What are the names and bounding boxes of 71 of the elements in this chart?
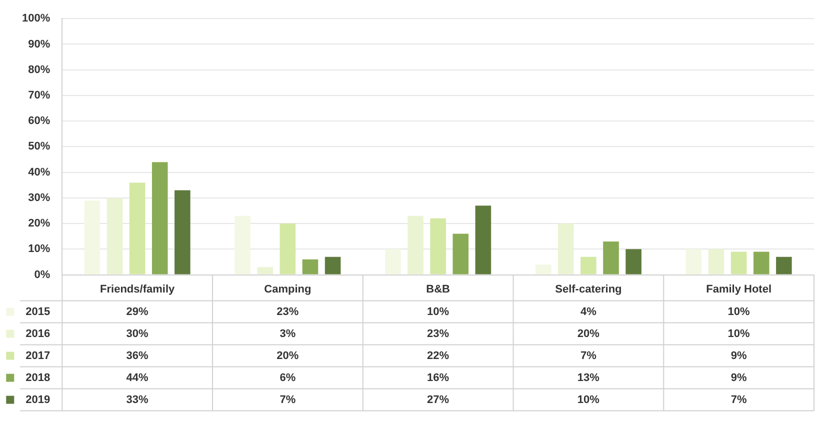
bar xyxy=(129,182,146,274)
bar xyxy=(408,216,424,274)
x-tick-label: B&B xyxy=(426,283,450,296)
data-label: 23% xyxy=(276,306,299,318)
y-tick-label: 90% xyxy=(28,38,50,50)
legend-label: 2019 xyxy=(26,394,50,406)
bar xyxy=(708,249,724,274)
bar xyxy=(106,198,123,274)
bar xyxy=(603,241,619,274)
bar xyxy=(174,190,190,274)
data-label: 9% xyxy=(730,372,747,384)
x-tick-label: Camping xyxy=(264,283,312,296)
data-label: 44% xyxy=(126,372,149,384)
data-label: 20% xyxy=(577,328,600,340)
bar xyxy=(280,224,296,274)
bar xyxy=(558,224,574,274)
y-tick-label: 20% xyxy=(28,218,50,230)
bar xyxy=(324,256,341,274)
data-label: 10% xyxy=(577,394,600,406)
y-tick-label: 70% xyxy=(28,89,50,102)
data-label: 29% xyxy=(126,306,149,318)
legend-label: 2017 xyxy=(26,350,50,362)
bar xyxy=(626,249,642,274)
bar xyxy=(152,162,168,274)
data-label: 6% xyxy=(280,372,296,384)
y-tick-label: 40% xyxy=(28,166,50,178)
data-label: 7% xyxy=(730,394,747,406)
legend-label: 2018 xyxy=(26,372,50,384)
data-label: 4% xyxy=(580,306,597,318)
y-tick-label: 60% xyxy=(28,115,50,128)
data-label: 10% xyxy=(728,328,750,340)
bar xyxy=(430,218,446,274)
bar xyxy=(580,256,596,274)
y-tick-label: 10% xyxy=(28,243,50,256)
data-label: 3% xyxy=(280,328,296,340)
data-label: 27% xyxy=(427,394,450,406)
y-tick-label: 50% xyxy=(28,140,50,153)
data-label: 23% xyxy=(427,328,450,340)
bar xyxy=(234,216,250,274)
data-label: 7% xyxy=(280,394,296,406)
x-tick-label: Self-catering xyxy=(555,283,622,296)
y-tick-label: 30% xyxy=(28,192,50,204)
bar xyxy=(475,206,492,274)
bar xyxy=(452,234,469,274)
data-label: 16% xyxy=(427,372,450,384)
bar xyxy=(686,249,702,274)
data-label: 30% xyxy=(126,328,149,340)
data-label: 10% xyxy=(728,306,750,318)
y-tick-label: 0% xyxy=(34,268,50,281)
legend-label: 2015 xyxy=(26,306,50,318)
x-tick-label: Friends/family xyxy=(100,283,176,296)
data-label: 20% xyxy=(276,350,299,362)
bar xyxy=(84,200,100,274)
bar xyxy=(535,264,552,274)
y-tick-label: 100% xyxy=(22,12,50,25)
bar xyxy=(302,259,318,274)
data-label: 33% xyxy=(126,394,149,406)
bar xyxy=(730,252,747,274)
data-label: 7% xyxy=(580,350,597,362)
data-label: 9% xyxy=(730,350,747,362)
data-label: 22% xyxy=(427,350,450,362)
bar xyxy=(753,252,770,274)
data-label: 13% xyxy=(577,372,600,384)
y-tick-label: 80% xyxy=(28,64,50,76)
legend-label: 2016 xyxy=(26,328,50,340)
data-label: 36% xyxy=(126,350,149,362)
bar xyxy=(385,249,401,274)
x-tick-label: Family Hotel xyxy=(706,283,772,296)
data-label: 10% xyxy=(427,306,450,318)
bar xyxy=(257,267,274,274)
bar xyxy=(776,256,792,274)
